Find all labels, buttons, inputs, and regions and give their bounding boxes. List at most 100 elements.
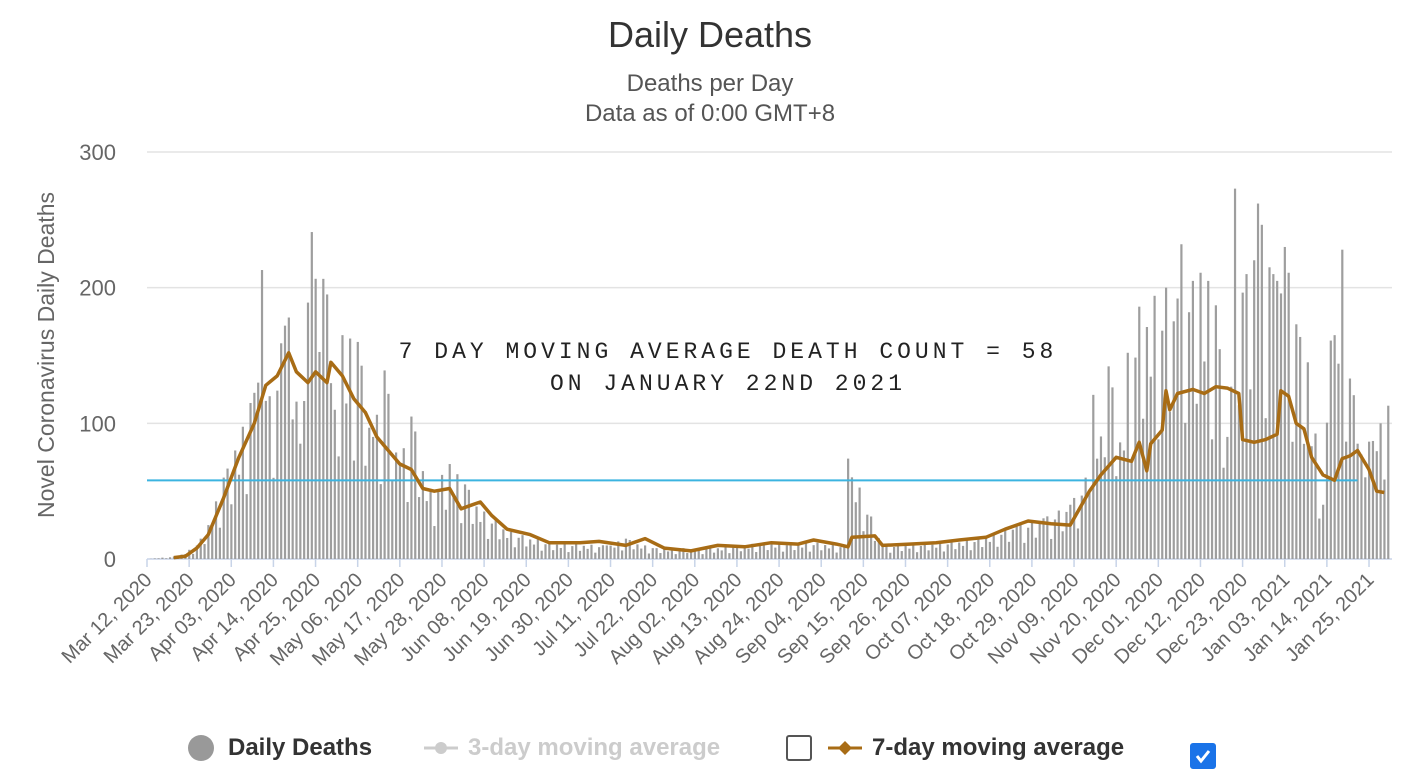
daily-deaths-bar [322, 278, 325, 559]
daily-deaths-bar [199, 538, 202, 559]
daily-deaths-bar [521, 535, 524, 559]
daily-deaths-bar [666, 551, 670, 559]
daily-deaths-bar [839, 547, 842, 559]
legend-label-3-day-average: 3-day moving average [468, 734, 721, 761]
daily-deaths-bar [1207, 280, 1210, 559]
daily-deaths-bar [1191, 280, 1194, 559]
daily-deaths-bar [816, 542, 819, 559]
daily-deaths-bar [770, 544, 773, 559]
daily-deaths-bar [540, 550, 543, 559]
daily-deaths-bar [352, 460, 356, 559]
daily-deaths-bar [433, 526, 436, 559]
daily-deaths-bar [475, 506, 478, 559]
daily-deaths-bar [379, 484, 382, 559]
daily-deaths-bar [582, 545, 585, 559]
daily-deaths-bar [425, 501, 428, 559]
daily-deaths-bar [494, 520, 497, 559]
daily-deaths-bar [1268, 267, 1271, 559]
daily-deaths-bar [824, 545, 827, 559]
daily-deaths-bar [981, 547, 984, 559]
daily-deaths-bar [858, 487, 861, 559]
daily-deaths-bar [755, 551, 758, 559]
daily-deaths-bar [1348, 378, 1352, 559]
daily-deaths-bar [1080, 495, 1083, 559]
daily-deaths-bar [1325, 422, 1329, 559]
daily-deaths-bar [831, 544, 834, 559]
line-diamond-marker-icon [828, 741, 862, 755]
daily-deaths-bar [245, 494, 248, 559]
daily-deaths-bar [333, 409, 336, 559]
daily-deaths-bar [778, 542, 781, 559]
daily-deaths-bar [272, 477, 275, 559]
chart-title: Daily Deaths [607, 14, 813, 55]
checked-box-icon[interactable] [1190, 743, 1216, 769]
daily-deaths-bar [1253, 260, 1256, 559]
daily-deaths-bar [689, 549, 693, 559]
daily-deaths-bar [383, 370, 386, 559]
daily-deaths-bar [1046, 516, 1049, 559]
daily-deaths-bar [1130, 459, 1133, 559]
daily-deaths-bar [222, 477, 225, 559]
daily-deaths-bar [1053, 519, 1057, 559]
daily-deaths-bar [1299, 336, 1302, 559]
legend-item-7-day-average[interactable]: 7-day moving average [828, 730, 1124, 766]
daily-deaths-bar [720, 550, 723, 559]
daily-deaths-bar [548, 542, 551, 559]
daily-deaths-bar [1023, 542, 1026, 559]
circle-marker-icon [188, 735, 214, 761]
daily-deaths-bar [973, 542, 976, 559]
daily-deaths-bar [276, 390, 279, 559]
checkmark-icon [1195, 750, 1211, 764]
unchecked-box-icon[interactable] [786, 735, 812, 761]
y-tick-label: 300 [79, 140, 116, 165]
daily-deaths-bar [234, 450, 237, 559]
daily-deaths-bar [1233, 188, 1237, 559]
daily-deaths-bar [1368, 441, 1371, 559]
daily-deaths-bar [1264, 418, 1267, 559]
daily-deaths-bar [1187, 312, 1191, 559]
daily-deaths-bar [804, 542, 808, 559]
daily-deaths-bar [368, 427, 371, 559]
daily-deaths-bar [1364, 477, 1367, 559]
daily-deaths-bar [440, 474, 444, 559]
daily-deaths-bar [283, 325, 287, 559]
daily-deaths-bar [1256, 203, 1260, 559]
legend-label-7-day-average: 7-day moving average [872, 734, 1125, 761]
daily-deaths-bar [1157, 439, 1160, 559]
daily-deaths-bar [191, 553, 195, 559]
chart-subtitle-line-2: Data as of 0:00 GMT+8 [584, 100, 836, 127]
daily-deaths-bar [291, 419, 294, 559]
daily-deaths-bar [552, 550, 555, 559]
daily-deaths-bar [797, 544, 800, 559]
daily-deaths-bar [211, 526, 214, 559]
daily-deaths-bar [1203, 361, 1206, 559]
daily-deaths-bar [977, 538, 980, 559]
daily-deaths-bar [1138, 306, 1141, 559]
daily-deaths-bar [1172, 321, 1175, 559]
daily-deaths-bar [402, 448, 405, 559]
daily-deaths-bar [984, 538, 988, 559]
daily-deaths-bar [1073, 497, 1076, 559]
daily-deaths-bar [214, 501, 218, 559]
legend-item-3-day-average[interactable]: 3-day moving average [424, 730, 720, 766]
daily-deaths-bar [226, 468, 229, 559]
daily-deaths-bar [391, 481, 394, 559]
daily-deaths-bar [364, 465, 367, 559]
daily-deaths-bar [728, 553, 731, 559]
daily-deaths-bar [812, 545, 815, 559]
checkbox-7-day-average[interactable] [1190, 738, 1216, 774]
daily-deaths-bar [483, 511, 486, 559]
daily-deaths-bar [927, 550, 930, 559]
legend-item-daily-deaths[interactable]: Daily Deaths [188, 730, 372, 766]
checkbox-3-day-average[interactable] [786, 730, 812, 766]
daily-deaths-bar [663, 549, 666, 559]
daily-deaths-bar [318, 351, 321, 559]
daily-deaths-bar [306, 302, 310, 559]
daily-deaths-bar [1214, 305, 1217, 559]
daily-deaths-bar [1314, 433, 1317, 559]
daily-deaths-bar [896, 544, 900, 559]
daily-deaths-bar [919, 545, 923, 559]
daily-deaths-bar [1145, 327, 1149, 559]
daily-deaths-bar [195, 545, 198, 559]
daily-deaths-bar [632, 549, 635, 559]
